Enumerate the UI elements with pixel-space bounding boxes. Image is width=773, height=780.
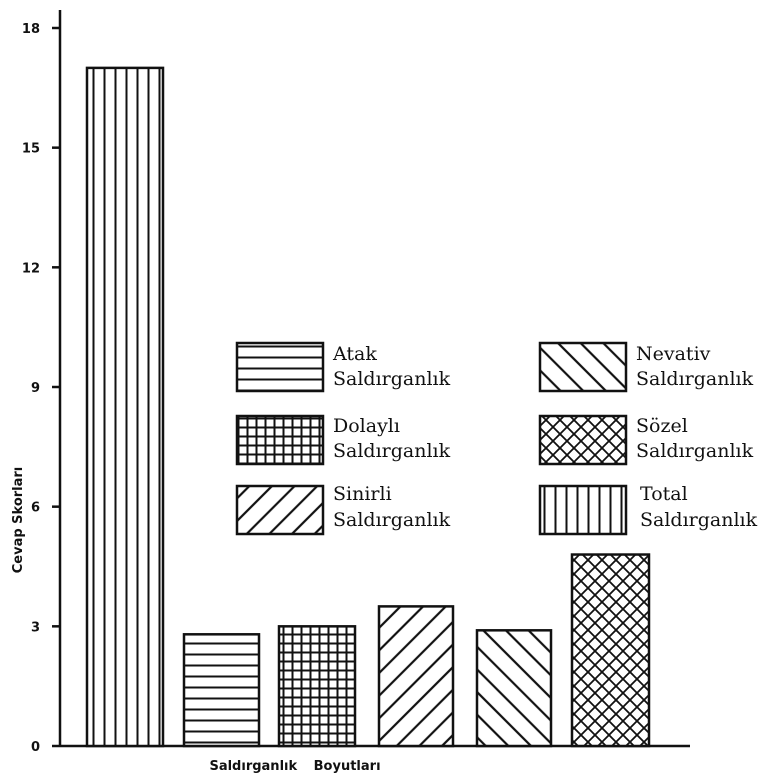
legend: Atak Saldırganlık Nevativ Saldırganlık Dolay… xyxy=(235,341,758,536)
legend-label-line2: Saldırganlık xyxy=(636,440,754,462)
legend-label-line1: Atak xyxy=(332,343,377,365)
legend-label-line1: Dolaylı xyxy=(333,415,400,437)
bar-6 xyxy=(570,553,651,748)
legend-label-line1: Nevativ xyxy=(636,343,711,365)
legend-label-line2: Saldırganlık xyxy=(333,440,451,462)
y-tick-label: 9 xyxy=(31,381,40,396)
bar-2 xyxy=(182,633,261,748)
bar-3 xyxy=(277,625,357,748)
bar-5 xyxy=(475,629,553,748)
bar-4 xyxy=(377,605,455,748)
y-axis-title: Cevap Skorları xyxy=(11,467,26,574)
legend-swatch xyxy=(538,484,628,536)
legend-label-line2: Saldırganlık xyxy=(333,509,451,531)
y-tick-label: 18 xyxy=(22,22,40,37)
y-ticks: 0 3 6 9 12 15 18 xyxy=(22,22,60,755)
legend-swatch xyxy=(235,484,325,536)
legend-swatch xyxy=(235,414,325,466)
y-tick-label: 0 xyxy=(31,740,40,755)
legend-label-line1: Sinirli xyxy=(333,483,392,505)
legend-label-line1: Total xyxy=(640,483,688,505)
bar-1 xyxy=(85,66,165,748)
legend-label-line2: Saldırganlık xyxy=(640,509,758,531)
y-tick-label: 3 xyxy=(31,620,40,635)
legend-swatch xyxy=(538,414,628,466)
legend-label-line1: Sözel xyxy=(636,415,688,437)
y-tick-label: 6 xyxy=(31,501,40,516)
legend-swatch xyxy=(538,341,628,393)
bars xyxy=(85,66,651,748)
y-tick-label: 12 xyxy=(22,261,40,276)
y-tick-label: 15 xyxy=(22,142,40,157)
legend-label-line2: Saldırganlık xyxy=(636,368,754,390)
x-axis-title: Saldırganlık Boyutları xyxy=(209,759,380,774)
legend-label-line2: Saldırganlık xyxy=(333,368,451,390)
legend-swatch xyxy=(235,341,325,393)
